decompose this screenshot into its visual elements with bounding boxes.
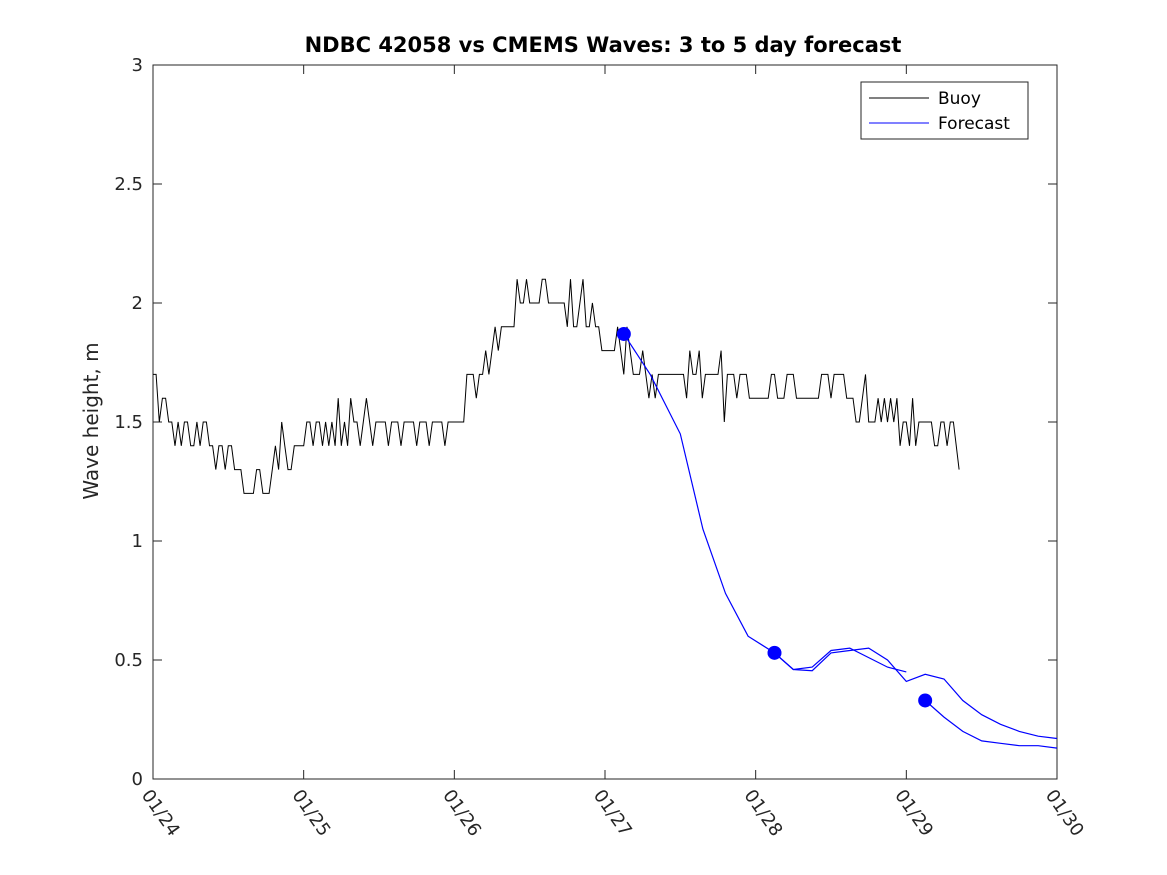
y-tick-label: 3 <box>132 55 143 76</box>
y-tick-label: 1 <box>132 531 143 552</box>
chart-title: NDBC 42058 vs CMEMS Waves: 3 to 5 day fo… <box>305 33 902 57</box>
y-tick-label: 1.5 <box>114 412 143 433</box>
series-layer <box>153 278 1058 749</box>
y-tick-label: 2 <box>132 293 143 314</box>
y-axis-label: Wave height, m <box>79 342 103 499</box>
forecast-start-marker <box>767 645 782 660</box>
x-tick-label: 01/26 <box>438 786 485 841</box>
y-tick-label: 2.5 <box>114 174 143 195</box>
legend-box <box>860 81 1029 140</box>
forecast-start-marker <box>616 326 631 341</box>
forecast-start-marker <box>918 693 933 708</box>
axis-ticks: 0 0.5 1 1.5 2 2.5 3 01/24 01/25 01/26 01/27 01/28 01… <box>114 55 1088 840</box>
forecast-series-line-2 <box>774 647 1058 740</box>
x-tick-label: 01/28 <box>740 786 787 841</box>
x-tick-label: 01/24 <box>137 786 184 841</box>
legend: Buoy Forecast <box>860 81 1029 140</box>
x-tick-label: 01/30 <box>1041 786 1088 841</box>
x-tick-label: 01/27 <box>589 786 636 841</box>
legend-buoy-label: Buoy <box>938 89 981 109</box>
y-tick-label: 0.5 <box>114 650 143 671</box>
forecast-series-line-3 <box>924 700 1058 749</box>
buoy-series-line <box>153 278 960 494</box>
legend-forecast-label: Forecast <box>938 114 1010 134</box>
y-tick-label: 0 <box>132 769 143 790</box>
x-tick-label: 01/25 <box>288 786 335 841</box>
x-tick-label: 01/29 <box>890 786 937 841</box>
